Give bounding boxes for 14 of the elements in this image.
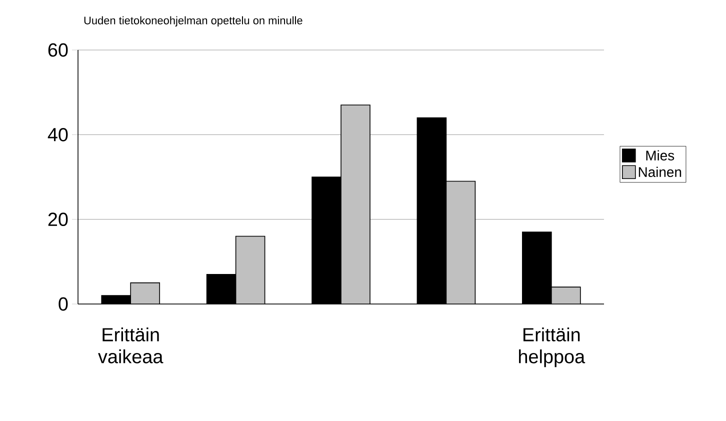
- legend-label: Mies: [646, 150, 674, 160]
- x-tick-label: Erittäin vaikeaa: [98, 328, 164, 364]
- x-tick-label: Erittäin helppoa: [519, 328, 586, 368]
- y-tick-label: 0: [58, 297, 68, 311]
- bar: [551, 286, 581, 304]
- bar: [236, 236, 265, 304]
- y-tick-label: 40: [48, 128, 68, 142]
- legend-label: Nainen: [638, 166, 682, 178]
- bar: [341, 105, 370, 304]
- bar: [130, 282, 160, 304]
- y-tick-label: 20: [48, 212, 68, 226]
- y-tick-label: 60: [48, 43, 68, 57]
- bar: [446, 181, 476, 304]
- chart-title: Uuden tietokoneohjelman opettelu on minulle: [84, 16, 302, 26]
